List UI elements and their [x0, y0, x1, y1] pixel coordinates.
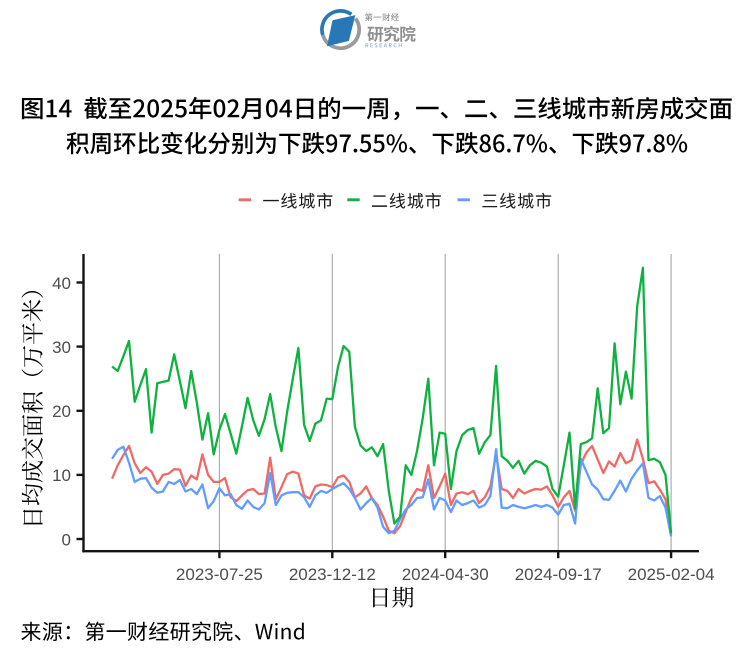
- svg-text:2024-09-17: 2024-09-17: [515, 565, 602, 584]
- svg-text:2024-04-30: 2024-04-30: [402, 565, 489, 584]
- svg-text:20: 20: [52, 402, 71, 421]
- svg-text:2023-12-12: 2023-12-12: [289, 565, 376, 584]
- svg-text:40: 40: [52, 274, 71, 293]
- svg-text:0: 0: [62, 530, 71, 549]
- svg-text:2023-07-25: 2023-07-25: [176, 565, 263, 584]
- svg-text:10: 10: [52, 466, 71, 485]
- svg-text:30: 30: [52, 338, 71, 357]
- svg-text:2025-02-04: 2025-02-04: [628, 565, 715, 584]
